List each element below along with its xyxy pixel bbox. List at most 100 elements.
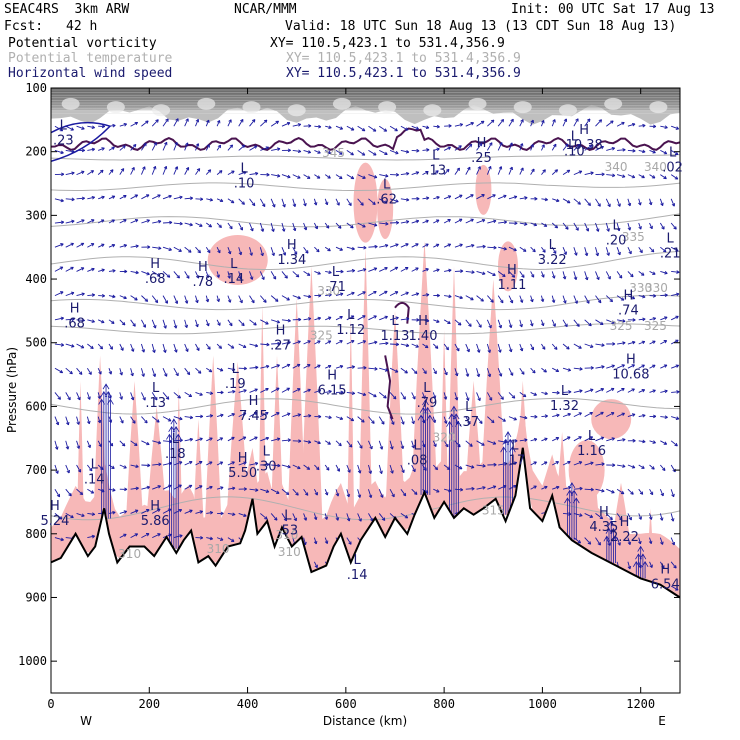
wind-vector-head xyxy=(543,369,547,373)
wind-vector-head xyxy=(255,171,259,176)
wind-vector-head xyxy=(91,293,96,297)
wind-vector-head xyxy=(188,249,192,253)
wind-vector xyxy=(249,247,253,256)
wind-vector xyxy=(227,413,235,418)
wind-vector xyxy=(379,342,389,345)
wind-vector xyxy=(617,319,626,322)
wind-vector xyxy=(216,537,224,541)
wind-vector-head xyxy=(479,420,483,425)
wind-vector-head xyxy=(632,318,636,322)
wind-vector-head xyxy=(381,517,386,521)
wind-vector-head xyxy=(318,124,322,129)
wind-vector xyxy=(227,222,233,230)
wind-vector-head xyxy=(652,317,657,321)
wind-vector xyxy=(141,440,150,446)
wind-vector-head xyxy=(277,463,281,468)
wind-vector xyxy=(119,368,123,376)
wind-vector-head xyxy=(293,251,298,255)
wind-vector-head xyxy=(395,173,400,177)
wind-vector-head xyxy=(562,276,567,280)
wind-vector xyxy=(476,166,481,175)
wind-vector-head xyxy=(578,170,583,174)
wind-vector xyxy=(573,390,583,393)
wind-vector xyxy=(649,271,656,275)
wind-vector xyxy=(508,271,516,278)
wind-vector xyxy=(433,125,440,128)
wind-vector-head xyxy=(232,389,236,394)
wind-vector xyxy=(281,387,290,393)
wind-vector xyxy=(649,246,655,253)
x-tick-label: 1000 xyxy=(528,697,557,711)
wind-vector-head xyxy=(123,122,128,127)
wind-vector-head xyxy=(641,465,645,469)
wind-vector-head xyxy=(519,299,524,303)
wind-vector xyxy=(638,149,646,153)
wind-vector xyxy=(378,513,386,521)
wind-vector xyxy=(303,317,311,321)
wind-vector-head xyxy=(232,486,236,491)
wind-vector-head xyxy=(292,227,297,232)
wind-vector xyxy=(313,513,317,520)
wind-vector xyxy=(638,271,645,276)
wind-vector-head xyxy=(638,540,642,545)
wind-vector-head xyxy=(261,276,265,280)
wind-vector-head xyxy=(200,197,204,201)
updraft-head xyxy=(422,399,429,406)
wind-vector xyxy=(303,174,311,179)
wind-vector-head xyxy=(503,246,507,251)
wind-vector-head xyxy=(555,437,560,441)
wind-vector-head xyxy=(295,492,299,496)
wind-vector-head xyxy=(165,118,169,122)
wind-vector-head xyxy=(339,340,343,344)
wind-vector-head xyxy=(327,364,332,369)
wind-vector-head xyxy=(443,396,448,400)
wind-vector xyxy=(173,166,178,175)
wind-vector xyxy=(432,440,437,447)
wind-vector-head xyxy=(544,414,548,418)
wind-vector-head xyxy=(60,243,64,247)
wind-vector xyxy=(86,392,91,400)
wind-vector xyxy=(465,392,469,401)
wind-vector-head xyxy=(411,444,415,449)
y-tick-label: 200 xyxy=(25,145,47,159)
wind-vector-head xyxy=(498,325,503,329)
wind-vector xyxy=(595,436,604,442)
wind-vector xyxy=(54,440,58,450)
wind-vector-head xyxy=(243,487,247,491)
wind-vector-head xyxy=(287,438,291,442)
wind-vector xyxy=(87,219,95,224)
wind-vector-head xyxy=(490,119,495,124)
wind-vector xyxy=(584,537,592,545)
wind-vector-head xyxy=(530,346,535,351)
wind-vector xyxy=(54,513,63,520)
extremum-value: .21 xyxy=(660,246,681,261)
wind-vector-head xyxy=(492,485,497,489)
wind-vector xyxy=(54,488,60,498)
wind-vector xyxy=(346,246,355,250)
extremum-value: .27 xyxy=(270,339,291,354)
wind-vector-head xyxy=(579,389,583,393)
wind-vector-head xyxy=(313,202,318,206)
wind-vector xyxy=(573,295,578,304)
wind-vector xyxy=(465,166,471,175)
wind-vector xyxy=(389,464,394,474)
low-marker: L xyxy=(571,130,579,145)
wind-vector xyxy=(659,489,664,497)
updraft-head xyxy=(450,405,458,412)
wind-vector-head xyxy=(673,565,677,569)
wind-vector xyxy=(206,511,213,514)
wind-vector xyxy=(141,120,149,127)
wind-vector-head xyxy=(448,124,452,128)
wind-vector-head xyxy=(283,517,288,522)
pv-shade-plume xyxy=(286,298,307,542)
high-marker: H xyxy=(327,368,337,383)
wind-vector xyxy=(660,364,668,369)
wind-vector-head xyxy=(119,372,123,376)
wind-vector-head xyxy=(124,269,128,274)
low-marker: L xyxy=(561,384,569,399)
wind-vector-head xyxy=(207,169,212,173)
wind-vector xyxy=(249,295,255,304)
wind-vector xyxy=(670,315,679,321)
wind-vector-head xyxy=(200,414,204,419)
wind-vector-head xyxy=(564,323,568,328)
